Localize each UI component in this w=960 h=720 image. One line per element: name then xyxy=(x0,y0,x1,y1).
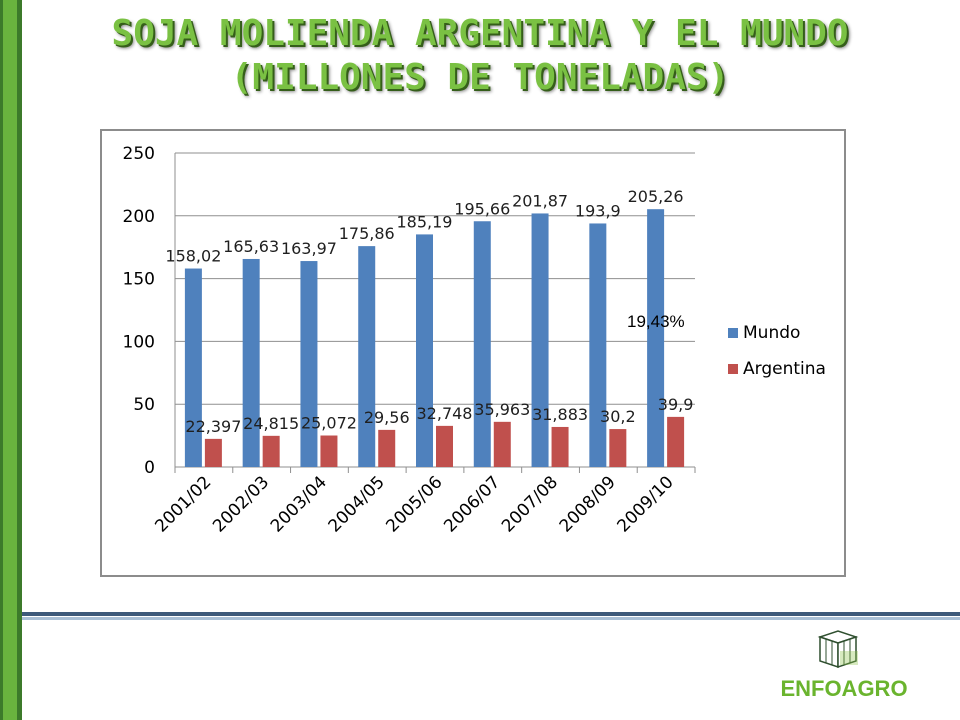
data-label: 205,26 xyxy=(628,187,684,206)
x-tick-label: 2008/09 xyxy=(556,472,620,536)
x-tick-label: 2002/03 xyxy=(209,472,273,536)
y-tick-label: 50 xyxy=(133,395,155,415)
bar-mundo xyxy=(300,261,318,467)
enfoagro-logo-text: ENFOAGRO xyxy=(780,676,908,701)
legend-label-argentina: Argentina xyxy=(743,359,826,379)
data-label: 39,9 xyxy=(658,395,694,414)
data-label: 25,072 xyxy=(301,414,357,433)
left-accent-bar-highlight xyxy=(3,0,17,720)
data-label: 165,63 xyxy=(223,237,279,256)
bar-mundo xyxy=(531,213,549,467)
bar-argentina xyxy=(204,438,222,467)
bar-argentina xyxy=(493,421,511,467)
y-tick-label: 0 xyxy=(144,458,155,478)
bar-chart: 0 50 100 150 200 250 2001/02 158,02 22,397 2002/0… xyxy=(123,144,826,536)
annotation-percent: 19,43% xyxy=(627,312,685,331)
x-tick-label: 2005/06 xyxy=(382,472,446,536)
legend-swatch xyxy=(728,328,738,338)
data-label: 22,397 xyxy=(185,417,241,436)
bar-argentina xyxy=(436,425,453,467)
bar-mundo xyxy=(242,258,260,467)
data-label: 193,9 xyxy=(575,201,621,220)
chart-frame xyxy=(100,129,846,577)
legend-label-mundo: Mundo xyxy=(743,323,800,343)
bar-argentina xyxy=(609,429,627,467)
bar-mundo xyxy=(473,221,491,467)
slide-title: SOJA MOLIENDA ARGENTINA Y EL MUNDO (MILL… xyxy=(111,13,849,98)
data-label: 195,66 xyxy=(454,199,510,218)
legend-swatch xyxy=(728,364,738,374)
bar-mundo xyxy=(589,223,607,467)
enfoagro-logo-icon xyxy=(817,630,859,669)
y-tick-label: 100 xyxy=(123,332,155,352)
data-label: 175,86 xyxy=(339,224,395,243)
y-tick-label: 200 xyxy=(123,207,155,227)
data-label: 201,87 xyxy=(512,191,568,210)
data-label: 24,815 xyxy=(243,414,299,433)
bar-argentina xyxy=(378,429,396,467)
bar-mundo xyxy=(647,209,665,467)
x-tick-label: 2004/05 xyxy=(325,472,389,536)
bar-mundo xyxy=(358,246,376,467)
data-label: 30,2 xyxy=(600,407,636,426)
x-tick-label: 2001/02 xyxy=(151,472,215,536)
x-tick-label: 2009/10 xyxy=(614,472,678,536)
bar-argentina xyxy=(262,435,280,467)
data-label: 185,19 xyxy=(397,212,453,231)
bar-mundo xyxy=(416,234,433,467)
x-tick-label: 2006/07 xyxy=(440,472,504,536)
data-label: 31,883 xyxy=(532,405,588,424)
x-tick-label: 2007/08 xyxy=(498,472,562,536)
bar-mundo xyxy=(184,268,202,467)
bar-argentina xyxy=(320,435,338,467)
footer-divider-highlight xyxy=(22,617,960,620)
data-label: 163,97 xyxy=(281,239,337,258)
footer-divider xyxy=(22,612,960,616)
data-label: 29,56 xyxy=(364,408,410,427)
y-tick-label: 250 xyxy=(123,144,155,164)
data-label: 35,963 xyxy=(474,400,530,419)
y-tick-label: 150 xyxy=(123,270,155,290)
bar-argentina xyxy=(667,416,685,467)
data-label: 158,02 xyxy=(165,247,221,266)
x-tick-label: 2003/04 xyxy=(267,472,331,536)
bar-argentina xyxy=(551,426,569,467)
data-label: 32,748 xyxy=(417,404,473,423)
